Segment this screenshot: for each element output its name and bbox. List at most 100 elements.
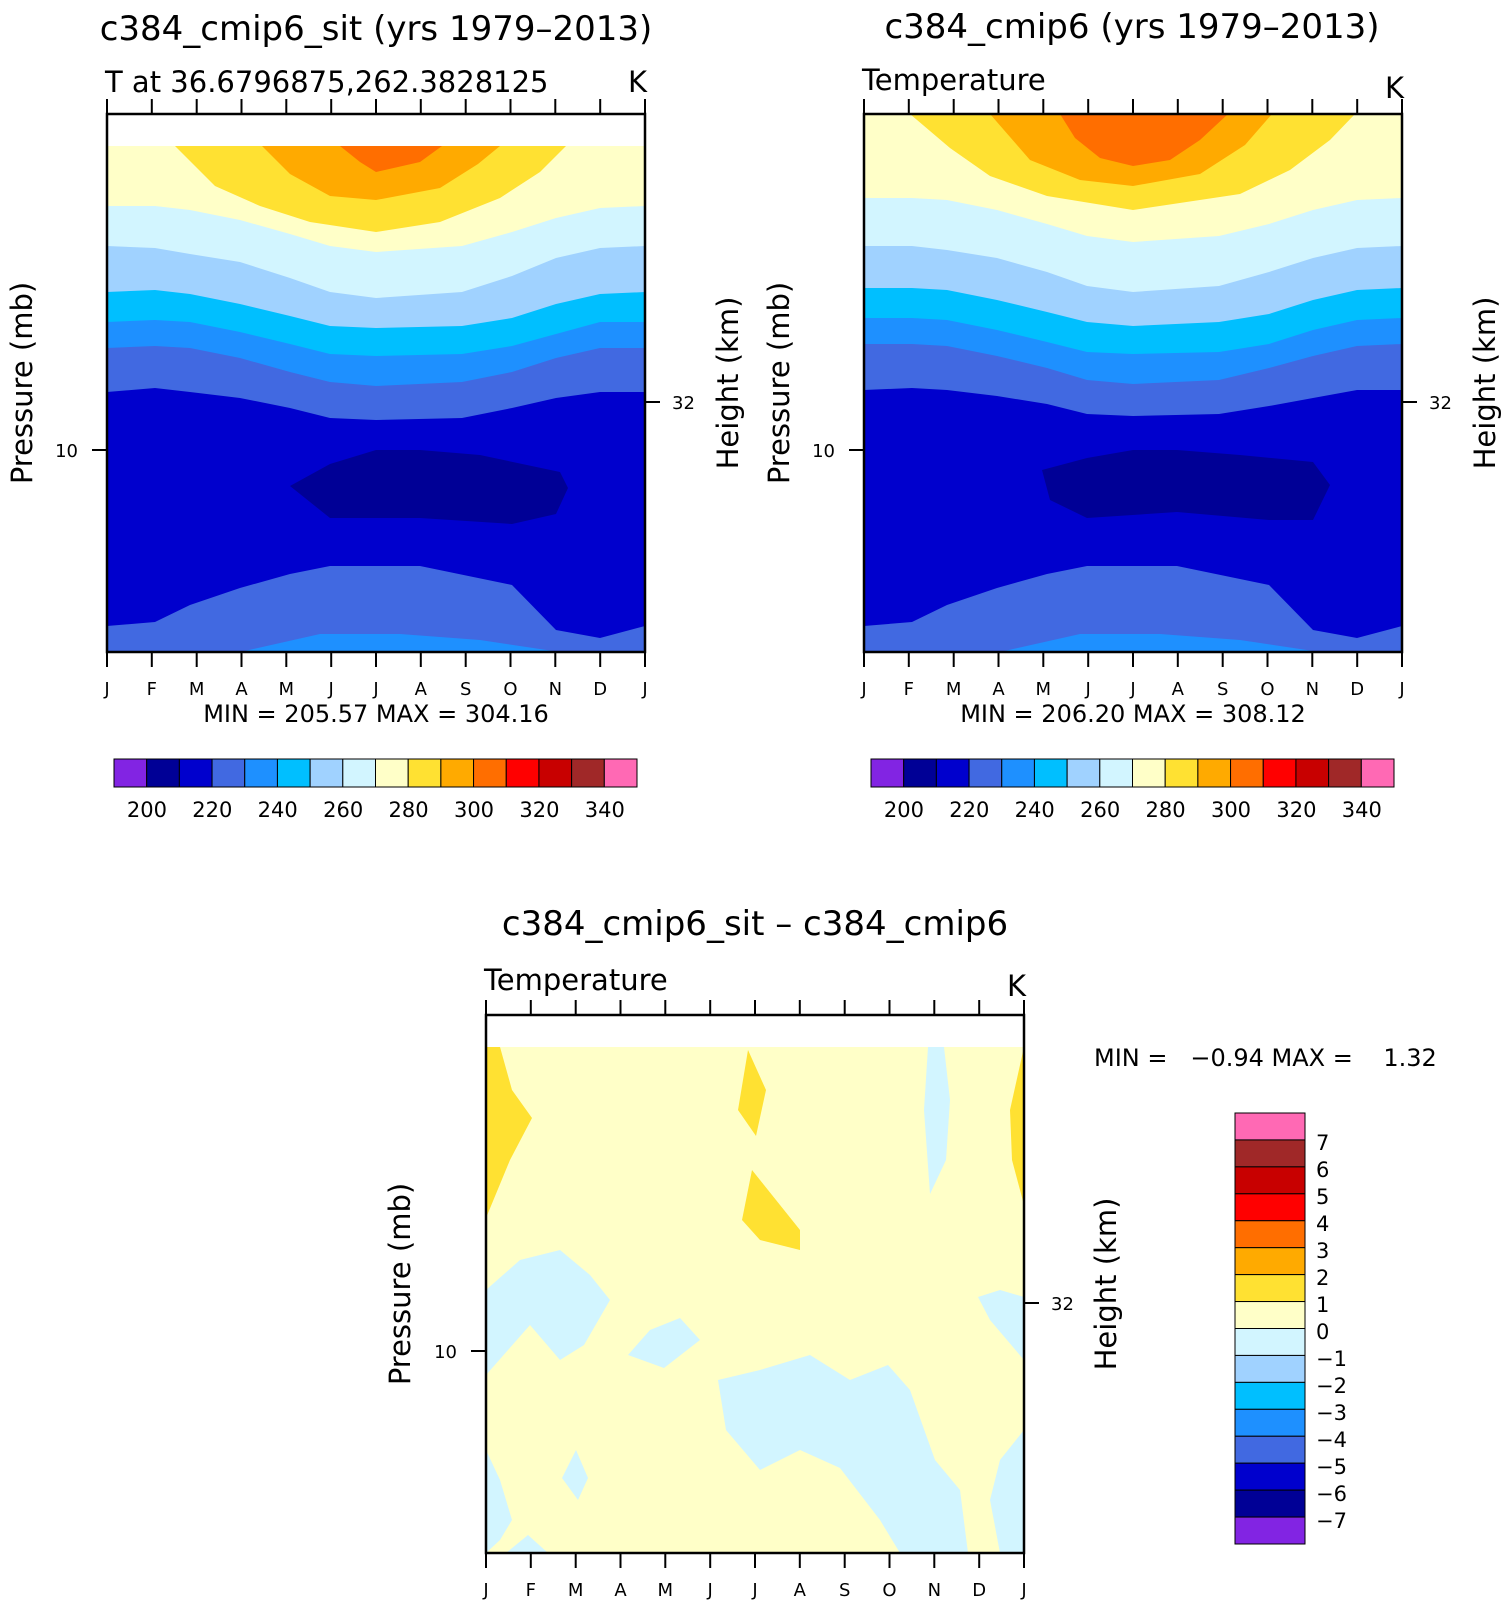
colorbar-swatch: [244, 758, 278, 788]
cb-label: −6: [1316, 1482, 1347, 1506]
xtick-label: A: [992, 679, 1005, 700]
band-neg-mar: [562, 1450, 588, 1500]
xtick-label: A: [794, 1580, 807, 1601]
ytick-right-label: 32: [1051, 1294, 1074, 1315]
ytick-right-label: 32: [672, 393, 695, 414]
cb-label: −2: [1316, 1374, 1347, 1398]
xtick-label: J: [707, 1580, 713, 1601]
colorbar-swatch: [1234, 1516, 1306, 1545]
panel-diff-ylabel-right: Height (km): [1089, 1198, 1123, 1371]
panel-cmip6-xlabels: J F M A M J J A S O N D J: [860, 679, 1404, 700]
panel-cmip6-subtitle: Temperature: [861, 63, 1046, 97]
colorbar-swatch: [1197, 758, 1232, 788]
xtick-label: M: [658, 1580, 674, 1601]
panel-sit-title: c384_cmip6_sit (yrs 1979–2013): [100, 9, 653, 49]
panel-sit-subtitle: T at 36.6796875,262.3828125: [104, 65, 549, 99]
band-neg-left-low: [486, 1450, 512, 1553]
band-310: [340, 146, 442, 172]
cb-label: 340: [585, 798, 625, 822]
band-neg-nov: [924, 1047, 950, 1194]
panel-cmip6-title: c384_cmip6 (yrs 1979–2013): [884, 7, 1379, 47]
colorbar-swatch: [1132, 758, 1166, 788]
xtick-label: J: [1129, 679, 1135, 700]
panel-cmip6-field: [864, 114, 1402, 652]
colorbar-swatch: [1234, 1462, 1306, 1491]
band-neg-jan-corner: [506, 1535, 548, 1553]
colorbar-swatch: [1234, 1193, 1306, 1222]
band-neg-mid: [718, 1355, 968, 1553]
colorbar-swatch: [1234, 1408, 1306, 1437]
colorbar-swatch: [375, 758, 409, 788]
xtick-label: J: [751, 1580, 757, 1601]
panel-cmip6-ticks: [849, 99, 1417, 667]
xtick-label: N: [549, 679, 562, 700]
cb-label: 2: [1316, 1266, 1329, 1290]
cb-label: 200: [884, 798, 924, 822]
xtick-label: J: [1085, 679, 1091, 700]
cb-label: −5: [1316, 1455, 1347, 1479]
band-210: [290, 450, 568, 524]
xtick-label: O: [1260, 679, 1274, 700]
cb-label: 0: [1316, 1320, 1329, 1344]
cb-label: −7: [1316, 1509, 1347, 1533]
colorbar-swatches: [870, 758, 1395, 788]
xtick-label: A: [614, 1580, 627, 1601]
panel-sit-colorbar: 200 220 240 260 280 300 320 340: [113, 758, 638, 822]
xtick-label: A: [415, 679, 428, 700]
band-310: [1060, 114, 1228, 166]
panel-sit-units: K: [628, 65, 648, 99]
cb-label: 320: [519, 798, 559, 822]
colorbar-swatch: [571, 758, 605, 788]
xtick-label: M: [279, 679, 295, 700]
panel-diff-field: [486, 1015, 1024, 1553]
ytick-left-label: 10: [55, 441, 78, 462]
xtick-label: F: [904, 679, 914, 700]
cb-label: 1: [1316, 1293, 1329, 1317]
colorbar-swatch: [1295, 758, 1330, 788]
cb-label: −3: [1316, 1401, 1347, 1425]
colorbar-swatch: [935, 758, 970, 788]
colorbar-swatch: [1234, 1112, 1306, 1141]
xtick-label: J: [103, 679, 109, 700]
cb-label: 5: [1316, 1185, 1329, 1209]
xtick-label: N: [928, 1580, 941, 1601]
panel-diff-xlabels: J F M A M J J A S O N D J: [482, 1580, 1026, 1601]
cb-label: −4: [1316, 1428, 1347, 1452]
ytick-right-label: 32: [1429, 393, 1452, 414]
xtick-label: F: [526, 1580, 536, 1601]
cb-label: 260: [323, 798, 363, 822]
cb-label: 200: [127, 798, 167, 822]
colorbar-swatch: [276, 758, 311, 788]
panel-sit-ticks: [92, 99, 660, 667]
panel-diff-ticks: [471, 1000, 1039, 1568]
panel-sit-field: [107, 114, 645, 652]
colorbar-swatch: [1001, 758, 1035, 788]
cb-label: −1: [1316, 1347, 1347, 1371]
cb-label: 220: [192, 798, 232, 822]
colorbar-swatch: [211, 758, 246, 788]
colorbar-swatch: [146, 758, 180, 788]
colorbar-swatch: [603, 758, 638, 788]
colorbar-swatch: [1234, 1489, 1306, 1518]
panel-cmip6-units: K: [1385, 71, 1405, 105]
xtick-label: J: [860, 679, 866, 700]
colorbar-swatches: [113, 758, 638, 788]
colorbar-swatch: [1234, 1166, 1306, 1195]
xtick-label: J: [641, 679, 647, 700]
panel-diff-colorbar: 7 6 5 4 3 2 1 0 −1 −2 −3 −4 −5 −6 −7: [1234, 1112, 1347, 1545]
cb-label: 7: [1316, 1131, 1329, 1155]
cb-label: 240: [258, 798, 298, 822]
colorbar-swatch: [1234, 1354, 1306, 1383]
colorbar-swatch: [407, 758, 442, 788]
panel-cmip6-colorbar: 200 220 240 260 280 300 320 340: [870, 758, 1395, 822]
panel-cmip6-ylabel-right: Height (km): [1468, 297, 1502, 470]
colorbar-swatch: [1234, 1301, 1306, 1329]
panel-sit-ylabel: Pressure (mb): [5, 282, 39, 484]
colorbar-swatch: [1234, 1220, 1306, 1249]
panel-sit: c384_cmip6_sit (yrs 1979–2013) T at 36.6…: [5, 9, 745, 822]
colorbar-swatch: [903, 758, 937, 788]
colorbar-swatch: [505, 758, 540, 788]
band-210: [1042, 450, 1330, 520]
xtick-label: M: [946, 679, 962, 700]
